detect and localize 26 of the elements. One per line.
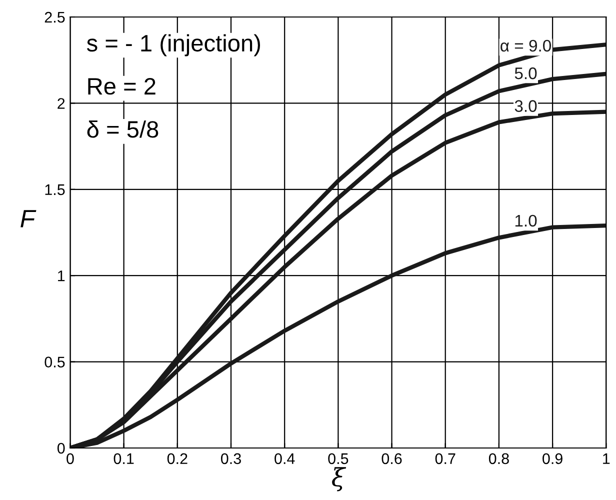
x-tick-label: 0.8: [488, 453, 509, 464]
y-tick-label: 2.5: [44, 12, 65, 23]
x-tick-label: 0.5: [328, 453, 348, 464]
x-tick-label: 0.4: [274, 453, 295, 464]
series-label: 5.0: [514, 67, 537, 80]
x-tick-label: 0: [66, 453, 74, 464]
x-tick-label: 0.1: [114, 453, 134, 464]
annotation: s = - 1 (injection): [86, 34, 260, 56]
y-tick-label: 2: [58, 98, 65, 109]
x-tick-label: 0.2: [167, 453, 188, 464]
y-tick-label: 0.5: [44, 356, 65, 368]
x-tick-label: 0.7: [435, 453, 456, 464]
series-label: 1.0: [515, 214, 537, 227]
annotation: Re = 2: [88, 78, 156, 95]
annotation: δ = 5/8: [87, 120, 158, 138]
x-axis-title: ξ: [332, 467, 346, 492]
x-tick-label: 0.3: [220, 453, 241, 464]
x-tick-label: 0.6: [382, 453, 402, 464]
x-tick-label: 1: [603, 453, 610, 464]
y-tick-label: 1: [58, 270, 65, 282]
series-label: α = 9.0: [500, 40, 552, 52]
series-label: 3.0: [514, 100, 537, 112]
x-tick-label: 0.9: [542, 453, 562, 464]
y-tick-label: 1.5: [45, 184, 65, 196]
y-axis-title: F: [20, 210, 36, 228]
y-tick-label: 0: [57, 442, 65, 454]
